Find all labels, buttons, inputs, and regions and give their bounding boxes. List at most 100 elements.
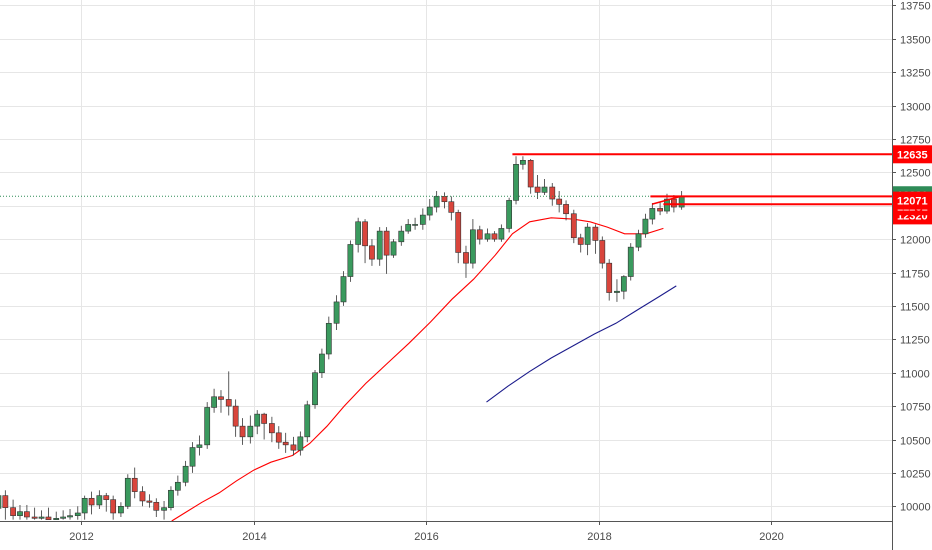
candle-up [642,218,649,235]
candle-up [513,164,519,201]
candle-up [419,214,426,225]
candle-up [312,372,318,406]
candle-down [146,500,153,503]
candle-up [498,228,505,240]
trend-line [651,195,681,205]
candle-up [541,186,548,193]
candle-down [527,160,534,188]
candle-up [426,206,433,216]
candle-up [333,301,340,324]
candle-down [491,233,498,240]
candle-down [261,413,268,424]
candle-up [506,200,513,229]
candle-up [325,322,332,355]
candle-down [671,198,677,208]
candle-up [247,425,254,438]
candle-up [254,413,261,427]
price-tag-label: 12071 [897,196,928,208]
candle-up [118,506,124,514]
candle-down [268,423,275,434]
candle-up [433,196,440,208]
price-tick-label: 13750 [900,1,931,13]
candle-down [23,511,30,518]
candle-up [584,226,591,245]
price-tick-label: 10500 [900,436,931,448]
candle-up [390,241,397,256]
candle-up [347,244,354,277]
candle-down [599,240,606,264]
price-tick-label: 11000 [900,369,930,381]
candle-up [74,512,81,516]
candle-down [45,516,52,520]
candle-up [0,495,2,509]
price-tag-label: 12635 [897,149,928,161]
price-tick-label: 11250 [900,335,930,347]
price-tick-label: 11750 [900,269,930,281]
candle-down [31,516,38,519]
candle-down [225,399,232,407]
price-tick-label: 10000 [900,502,931,514]
candle-up [189,447,196,467]
candle-down [556,198,563,205]
candle-up [17,511,23,516]
candle-up [53,518,60,520]
candle-down [549,186,556,200]
candle-up [124,477,131,507]
candle-up [340,276,347,303]
candle-up [484,233,491,240]
price-tick-label: 10750 [900,402,931,414]
time-tick-label: 2014 [242,531,266,543]
candle-down [2,495,9,508]
candle-up [520,160,526,165]
candle-up [182,465,189,483]
candle-up [81,497,88,514]
price-tick-label: 12500 [900,168,931,180]
price-tick-label: 13500 [900,35,931,47]
candle-up [614,290,620,293]
candle-down [476,229,483,240]
candle-down [534,186,541,193]
candle-up [469,229,476,264]
candle-down [362,221,368,247]
candle-down [10,507,16,516]
candle-up [174,481,181,491]
candle-down [606,262,613,293]
candle-up [161,507,167,511]
candle-up [620,276,627,292]
price-tick-label: 10250 [900,469,931,481]
candle-up [168,489,174,508]
candle-down [275,432,282,443]
candle-up [649,208,656,220]
time-tick-label: 2020 [759,531,783,543]
candle-down [463,252,469,264]
price-tag-box [893,191,932,210]
candle-up [204,407,211,446]
moving-averages [171,217,677,522]
candle-down [383,230,390,256]
candle-up [355,221,362,245]
candle-down [218,396,224,400]
candle-up [376,230,383,260]
candle-up [96,495,103,506]
candle-up [196,444,203,448]
candle-up [304,404,311,438]
candle-down [139,491,146,502]
candle-down [448,201,455,213]
price-tick-label: 13250 [900,68,931,80]
candle-up [297,436,304,451]
moving-average-slow [486,285,677,403]
candle-up [67,515,73,518]
candle-down [239,425,246,438]
price-tick-label: 12000 [900,235,931,247]
candle-up [627,246,634,277]
candle-down [369,245,375,260]
candle-up [405,224,412,232]
grid-lines [0,0,892,521]
candle-down [563,204,569,215]
time-tick-label: 2012 [69,531,93,543]
price-tag-box [893,145,932,164]
time-tick-label: 2018 [587,531,611,543]
price-tick-label: 12750 [900,135,931,147]
